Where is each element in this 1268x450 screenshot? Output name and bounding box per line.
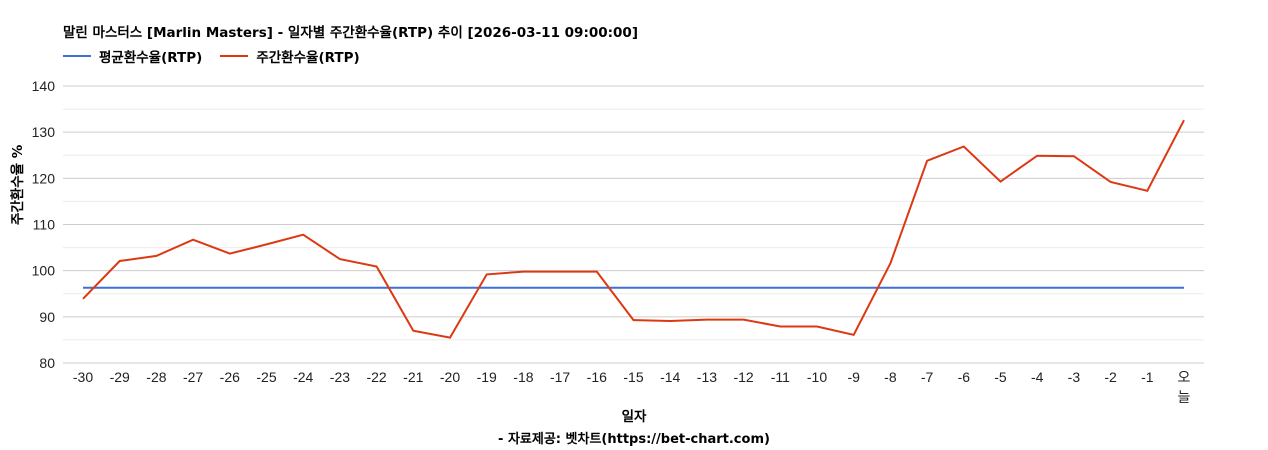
x-tick-label: -16 bbox=[587, 369, 607, 385]
x-tick-label: -13 bbox=[697, 369, 717, 385]
x-tick-label: -2 bbox=[1104, 369, 1117, 385]
legend-label-weekly: 주간환수율(RTP) bbox=[256, 50, 360, 66]
y-tick-label: 120 bbox=[32, 170, 56, 186]
x-tick-label: -9 bbox=[847, 369, 860, 385]
x-tick-label: -17 bbox=[550, 369, 570, 385]
x-tick-label: -29 bbox=[110, 369, 130, 385]
x-tick-label: -14 bbox=[660, 369, 680, 385]
y-tick-label: 100 bbox=[32, 263, 56, 279]
x-tick-label: -5 bbox=[994, 369, 1007, 385]
chart-title: 말린 마스터스 [Marlin Masters] - 일자별 주간환수율(RTP… bbox=[63, 25, 638, 41]
x-tick-label: -20 bbox=[440, 369, 460, 385]
x-tick-label: -22 bbox=[366, 369, 386, 385]
legend-item-average-rtp[interactable]: 평균환수율(RTP) bbox=[63, 46, 202, 66]
y-tick-label: 110 bbox=[33, 217, 56, 233]
y-tick-label: 140 bbox=[32, 78, 56, 94]
x-tick-label: -10 bbox=[807, 369, 827, 385]
x-tick-label: -27 bbox=[183, 369, 203, 385]
chart-legend: 평균환수율(RTP) 주간환수율(RTP) bbox=[63, 46, 378, 66]
x-tick-label: -30 bbox=[73, 369, 93, 385]
y-tick-label: 80 bbox=[39, 355, 55, 371]
x-tick-label: -26 bbox=[220, 369, 240, 385]
y-tick-label: 130 bbox=[32, 124, 56, 140]
legend-item-weekly-rtp[interactable]: 주간환수율(RTP) bbox=[220, 46, 360, 66]
x-tick-label: -3 bbox=[1068, 369, 1081, 385]
weekly-rtp-line[interactable] bbox=[82, 119, 1185, 339]
legend-swatch-weekly bbox=[220, 55, 249, 57]
x-tick-label: -1 bbox=[1141, 369, 1154, 385]
x-axis-label: 일자 bbox=[621, 409, 647, 425]
x-tick-label: -11 bbox=[771, 369, 790, 385]
legend-label-average: 평균환수율(RTP) bbox=[99, 50, 203, 66]
x-tick-label: -28 bbox=[146, 369, 166, 385]
x-tick-label: -24 bbox=[293, 369, 313, 385]
x-tick-label: -12 bbox=[733, 369, 753, 385]
x-tick-label: -23 bbox=[330, 369, 350, 385]
x-tick-label: 늘 bbox=[1178, 390, 1191, 406]
x-tick-label: -15 bbox=[623, 369, 643, 385]
x-tick-label: -7 bbox=[921, 369, 934, 385]
legend-swatch-average bbox=[63, 55, 91, 57]
x-tick-label: -8 bbox=[884, 369, 897, 385]
x-tick-label: -21 bbox=[403, 369, 423, 385]
x-tick-label: 오 bbox=[1178, 370, 1191, 386]
x-tick-label: -25 bbox=[256, 369, 276, 385]
x-tick-label: -4 bbox=[1031, 369, 1044, 385]
source-credit: - 자료제공: 벳차트(https://bet-chart.com) bbox=[498, 432, 770, 447]
x-tick-label: -19 bbox=[477, 369, 497, 385]
y-tick-label: 90 bbox=[39, 309, 55, 325]
x-tick-label: -18 bbox=[513, 369, 533, 385]
x-tick-label: -6 bbox=[958, 369, 971, 385]
